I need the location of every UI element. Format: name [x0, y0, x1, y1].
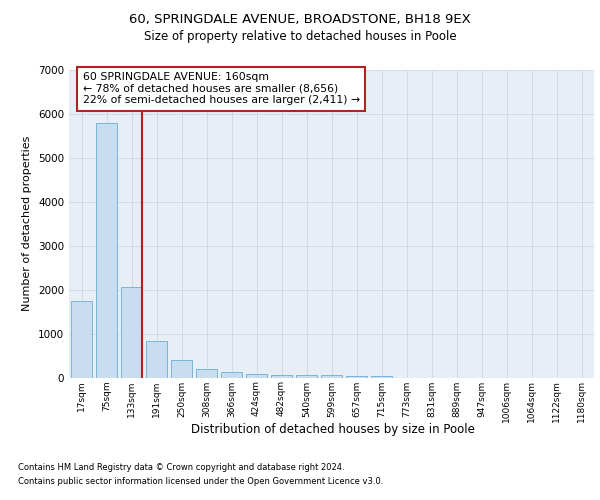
Bar	[246, 374, 267, 378]
Bar	[171, 360, 192, 378]
Bar	[321, 376, 342, 378]
Y-axis label: Number of detached properties: Number of detached properties	[22, 136, 32, 312]
Bar	[71, 300, 92, 378]
Bar	[196, 368, 217, 378]
Text: Distribution of detached houses by size in Poole: Distribution of detached houses by size …	[191, 422, 475, 436]
Bar	[271, 375, 292, 378]
Bar	[371, 376, 392, 378]
Text: 60 SPRINGDALE AVENUE: 160sqm
← 78% of detached houses are smaller (8,656)
22% of: 60 SPRINGDALE AVENUE: 160sqm ← 78% of de…	[83, 72, 360, 106]
Bar	[146, 342, 167, 378]
Bar	[346, 376, 367, 378]
Bar	[96, 122, 117, 378]
Text: Size of property relative to detached houses in Poole: Size of property relative to detached ho…	[143, 30, 457, 43]
Text: Contains HM Land Registry data © Crown copyright and database right 2024.: Contains HM Land Registry data © Crown c…	[18, 464, 344, 472]
Bar	[296, 376, 317, 378]
Bar	[121, 288, 142, 378]
Text: 60, SPRINGDALE AVENUE, BROADSTONE, BH18 9EX: 60, SPRINGDALE AVENUE, BROADSTONE, BH18 …	[129, 12, 471, 26]
Bar	[221, 372, 242, 378]
Text: Contains public sector information licensed under the Open Government Licence v3: Contains public sector information licen…	[18, 477, 383, 486]
